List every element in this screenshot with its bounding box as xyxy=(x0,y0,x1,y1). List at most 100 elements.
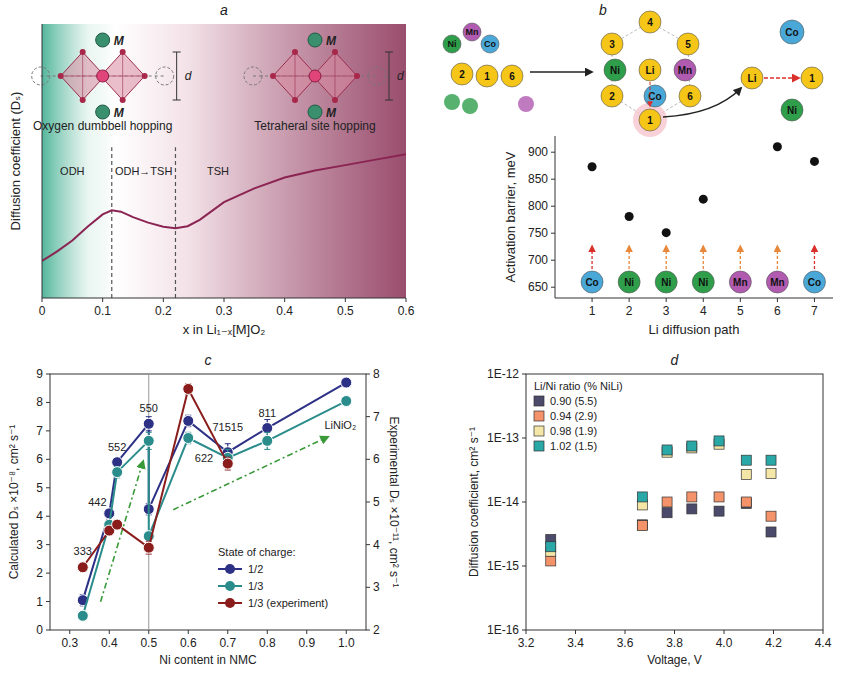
x-tick xyxy=(625,630,626,634)
x-tick-label: 7 xyxy=(811,304,818,318)
x-tick xyxy=(575,630,576,634)
path-arrow xyxy=(814,246,815,269)
y-tick xyxy=(46,374,50,375)
y-tick xyxy=(46,516,50,517)
x-tick xyxy=(102,298,103,302)
legend-label: 1/3 (experiment) xyxy=(248,597,328,609)
annotation: 550 xyxy=(140,402,158,414)
atom-label: Li xyxy=(748,73,757,84)
x-tick-label: 2 xyxy=(626,304,633,318)
legend-title: State of charge: xyxy=(218,546,296,558)
y-tick-label: 1E-13 xyxy=(487,431,519,445)
point xyxy=(143,418,154,429)
x-tick xyxy=(406,298,407,302)
point xyxy=(714,506,724,516)
y-tick-label: 8 xyxy=(373,367,380,381)
y-tick-label: 1E-15 xyxy=(487,559,519,573)
atom-label: 1 xyxy=(647,115,653,126)
y-tick-label: 6 xyxy=(36,452,43,466)
x-tick xyxy=(629,298,630,302)
x-tick xyxy=(188,630,189,634)
x-tick xyxy=(724,630,725,634)
distance-label: d xyxy=(397,69,404,83)
atom xyxy=(501,65,523,87)
octahedron-edge xyxy=(122,52,123,100)
atom-label: Mn xyxy=(770,277,784,288)
atom xyxy=(639,11,661,33)
atom xyxy=(644,85,666,107)
atom xyxy=(601,85,623,107)
plot-clip xyxy=(77,374,351,630)
y-tick xyxy=(551,152,555,153)
point xyxy=(687,504,697,514)
point xyxy=(714,436,724,446)
y-tick-label: 4 xyxy=(36,509,43,523)
point xyxy=(766,511,776,521)
atom xyxy=(618,271,640,293)
x-tick xyxy=(592,298,593,302)
point xyxy=(810,157,819,166)
atom-label: Ni xyxy=(448,39,457,49)
point xyxy=(77,562,88,573)
x-tick xyxy=(345,298,346,302)
atom-label: Mn xyxy=(733,277,747,288)
y-tick-label: 2 xyxy=(36,566,43,580)
oxygen xyxy=(142,73,148,79)
y-tick-label: 6 xyxy=(373,452,380,466)
hopping-ion xyxy=(309,70,321,82)
annotation: 622 xyxy=(195,452,213,464)
legend-label: 0.90 (5.5) xyxy=(550,395,597,407)
annotation: 71515 xyxy=(212,421,243,433)
y-axis xyxy=(555,136,556,298)
point xyxy=(143,542,154,553)
point xyxy=(773,142,782,151)
atom-label: 6 xyxy=(509,71,515,82)
plot-frame xyxy=(526,374,823,630)
site xyxy=(244,67,262,85)
x-tick-label: 0.2 xyxy=(155,304,172,318)
x-axis-title: Ni content in NMC xyxy=(159,653,257,667)
error-cap xyxy=(264,432,270,433)
figure: aODHODH→TSHTSHMMdOxygen dumbbell hopping… xyxy=(0,0,843,674)
x-tick-label: 0.6 xyxy=(398,304,415,318)
atom xyxy=(801,67,823,89)
x-axis-title: Voltage, V xyxy=(647,653,702,667)
point xyxy=(714,492,724,502)
error-cap xyxy=(264,419,270,420)
curve xyxy=(42,154,406,261)
x-tick xyxy=(814,298,815,302)
y-tick-label: 9 xyxy=(36,367,43,381)
y-tick-label: 2 xyxy=(373,623,380,637)
point xyxy=(687,492,697,502)
y-tick xyxy=(522,566,526,567)
atom xyxy=(766,271,788,293)
point xyxy=(546,542,556,552)
plot-clip xyxy=(546,436,776,566)
x-tick xyxy=(69,630,70,634)
metal-label: M xyxy=(114,106,125,120)
atom xyxy=(604,59,626,81)
y-tick xyxy=(551,260,555,261)
atom-label: 6 xyxy=(687,91,693,102)
point xyxy=(687,441,697,451)
y-tick xyxy=(366,502,370,503)
x-tick-label: 3.4 xyxy=(567,636,584,650)
hopping-ion xyxy=(97,70,109,82)
x-tick-label: 0.1 xyxy=(94,304,111,318)
error-cap xyxy=(225,457,231,458)
y-tick xyxy=(46,630,50,631)
y-tick xyxy=(366,374,370,375)
point xyxy=(741,497,751,507)
point xyxy=(741,469,751,479)
atom xyxy=(677,33,699,55)
atom-label: Ni xyxy=(787,105,797,116)
y-tick xyxy=(551,206,555,207)
annotation: 442 xyxy=(88,496,106,508)
y-tick-label: 3 xyxy=(36,538,43,552)
distance-bracket xyxy=(389,52,390,100)
path-arrow xyxy=(777,246,778,269)
point xyxy=(341,377,352,388)
y-tick xyxy=(46,402,50,403)
y-axis-title: Diffusion coefficient (Dₛ) xyxy=(8,92,23,231)
y-tick-label: 1E-14 xyxy=(487,495,519,509)
